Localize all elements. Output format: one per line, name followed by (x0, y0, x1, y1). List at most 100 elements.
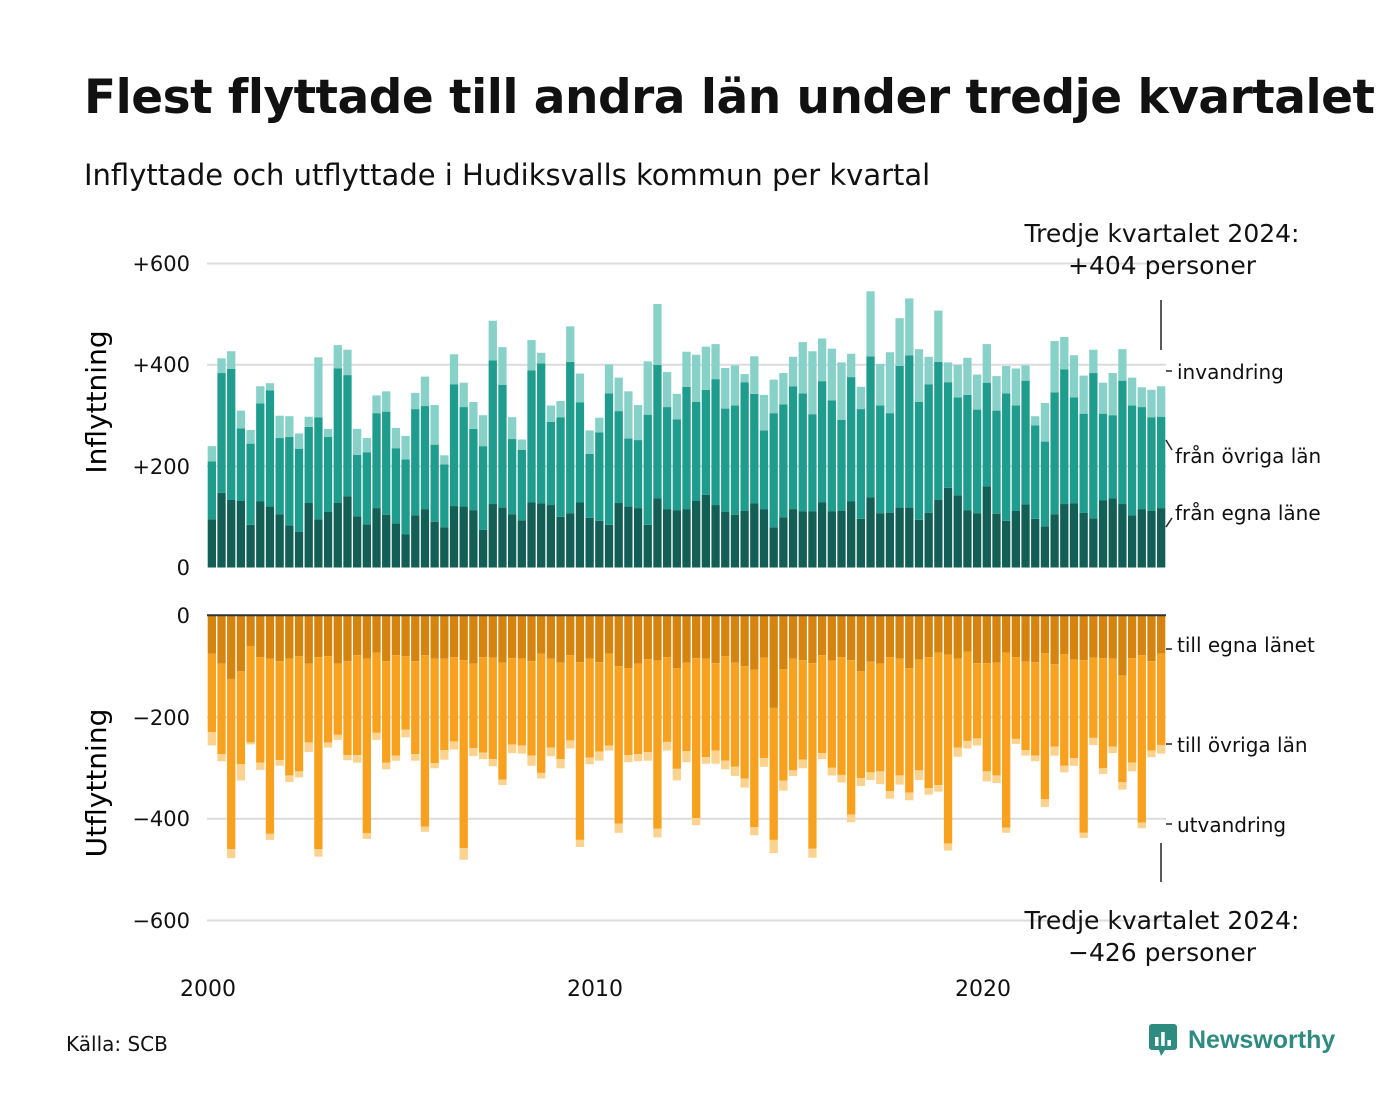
inflyttning-bar-s3-62 (808, 351, 817, 415)
utflyttning-bar-s3-17 (372, 732, 381, 740)
inflyttning-bar-s1-6 (265, 506, 275, 568)
inflyttning-bar-s3-91 (1089, 349, 1098, 374)
inflyttning-bar-s1-38 (575, 502, 585, 568)
inflyttning-bar-s3-28 (478, 415, 488, 447)
utflyttning-bar-s3-71 (895, 775, 904, 785)
utflyttning-bar-s1-55 (740, 615, 749, 667)
inflyttning-bar-s2-61 (798, 393, 807, 512)
inflyttning-bar-s3-55 (740, 374, 749, 383)
utflyttning-bar-s3-13 (333, 734, 342, 740)
utflyttning-bar-s2-60 (788, 658, 798, 771)
inflyttning-bar-s1-37 (566, 513, 575, 568)
inflyttning-bar-s3-10 (304, 416, 313, 427)
utflyttning-bar-s3-15 (353, 755, 362, 763)
utflyttning-bar-s3-58 (769, 839, 778, 854)
inflyttning-bar-s1-39 (585, 517, 594, 568)
utflyttning-bar-s3-27 (469, 748, 478, 757)
inflyttning-bar-s2-39 (585, 453, 594, 518)
inflyttning-bar-s3-65 (837, 362, 846, 420)
utflyttning-bar-s3-84 (1021, 750, 1030, 756)
inflyttning-bar-s1-4 (246, 524, 255, 568)
utflyttning-bar-s3-66 (847, 814, 856, 823)
utflyttning-bar-s1-84 (1021, 615, 1030, 662)
utflyttning-bar-s2-9 (294, 656, 304, 772)
inflyttning-bar-s2-70 (885, 413, 895, 513)
utflyttning-bar-s1-89 (1069, 615, 1079, 660)
inflyttning-bar-s1-32 (517, 520, 526, 568)
utflyttning-bar-s2-53 (721, 656, 730, 761)
inflyttning-bar-s3-92 (1098, 382, 1108, 414)
inflyttning-bar-s2-72 (905, 355, 914, 508)
inflyttning-bar-s2-78 (963, 394, 972, 511)
utflyttning-bar-s2-18 (382, 661, 391, 763)
utflyttning-bar-s2-73 (914, 659, 924, 771)
brand-logo: Newsworthy (1148, 1022, 1335, 1058)
inflyttning-bar-s3-23 (430, 405, 439, 445)
annotation-out-line2: −426 personer (1068, 938, 1257, 967)
inflyttning-bar-s1-85 (1031, 518, 1040, 568)
inflyttning-bar-s3-95 (1127, 377, 1137, 406)
utflyttning-bar-s2-57 (759, 657, 769, 759)
inflyttning-bar-s1-12 (323, 511, 333, 568)
utflyttning-bar-s3-76 (943, 843, 953, 851)
inflyttning-bar-s3-35 (546, 405, 556, 422)
inflyttning-bar-s2-94 (1118, 380, 1127, 505)
inflyttning-bar-s3-2 (227, 351, 236, 369)
inflyttning-bar-s2-33 (527, 370, 536, 503)
inflyttning-bar-s1-49 (682, 509, 691, 568)
utflyttning-bar-s3-61 (798, 759, 807, 769)
inflyttning-bar-s2-34 (537, 363, 546, 504)
utflyttning-bar-s3-11 (314, 849, 323, 857)
utflyttning-bar-s2-74 (924, 657, 933, 789)
utflyttning-bar-s1-32 (517, 615, 526, 659)
utflyttning-bar-s3-32 (517, 745, 526, 754)
inflyttning-bar-s1-75 (934, 499, 943, 568)
inflyttning-bar-s2-81 (992, 410, 1001, 514)
inflyttning-bar-s1-79 (972, 513, 982, 568)
utflyttning-bar-s2-92 (1098, 658, 1108, 769)
utflyttning-bar-s1-77 (953, 615, 962, 659)
inflyttning-bar-s3-9 (294, 433, 304, 449)
utflyttning-bar-s1-36 (556, 615, 565, 663)
utflyttning-bar-s3-56 (750, 827, 759, 836)
inflyttning-bar-s1-94 (1118, 504, 1127, 568)
inflyttning-bar-s2-8 (285, 437, 294, 526)
inflyttning-bar-s2-15 (353, 454, 362, 517)
utflyttning-bar-s3-28 (478, 752, 488, 760)
utflyttning-bar-s2-63 (817, 655, 827, 754)
inflyttning-bar-s2-98 (1157, 416, 1166, 509)
utflyttning-bar-s3-4 (246, 742, 255, 745)
inflyttning-bar-s1-53 (721, 511, 730, 568)
inflyttning-bar-s2-95 (1127, 405, 1137, 516)
inflyttning-bar-s1-58 (769, 527, 778, 568)
inflyttning-bar-s1-87 (1050, 514, 1059, 568)
utflyttning-bar-s3-88 (1060, 765, 1069, 773)
inflyttning-bar-s1-50 (692, 500, 701, 568)
utflyttning-bar-s1-39 (585, 615, 594, 659)
series-label-till-ovriga-lan: till övriga län (1177, 733, 1308, 757)
utflyttning-bar-s1-1 (217, 615, 226, 664)
inflyttning-bar-s2-68 (866, 356, 875, 498)
utflyttning-bar-s2-84 (1021, 661, 1030, 751)
utflyttning-bar-s1-72 (905, 615, 914, 669)
utflyttning-bar-s3-35 (546, 747, 556, 757)
utflyttning-bar-s3-37 (566, 740, 575, 749)
utflyttning-bar-s2-13 (333, 663, 342, 735)
inflyttning-bar-s1-10 (304, 503, 313, 568)
utflyttning-bar-s1-46 (653, 615, 662, 661)
inflyttning-bar-s2-38 (575, 402, 585, 503)
inflyttning-bar-s3-96 (1137, 387, 1146, 408)
inflyttning-bar-s3-50 (692, 354, 701, 402)
utflyttning-bar-s2-10 (304, 663, 313, 743)
utflyttning-bar-s1-86 (1040, 615, 1050, 654)
inflyttning-bar-s2-44 (633, 440, 643, 509)
inflyttning-bar-s3-20 (401, 436, 410, 460)
utflyttning-bar-s3-19 (391, 755, 401, 761)
inflyttning-bar-s2-14 (343, 375, 352, 497)
utflyttning-bar-s1-45 (643, 615, 652, 660)
utflyttning-bar-s3-23 (430, 763, 439, 769)
series-label-utvandring: utvandring (1177, 813, 1286, 837)
inflyttning-bar-s1-92 (1098, 500, 1108, 568)
annotation-in-line1: Tredje kvartalet 2024: (1024, 219, 1300, 248)
utflyttning-bar-s2-89 (1069, 659, 1079, 759)
